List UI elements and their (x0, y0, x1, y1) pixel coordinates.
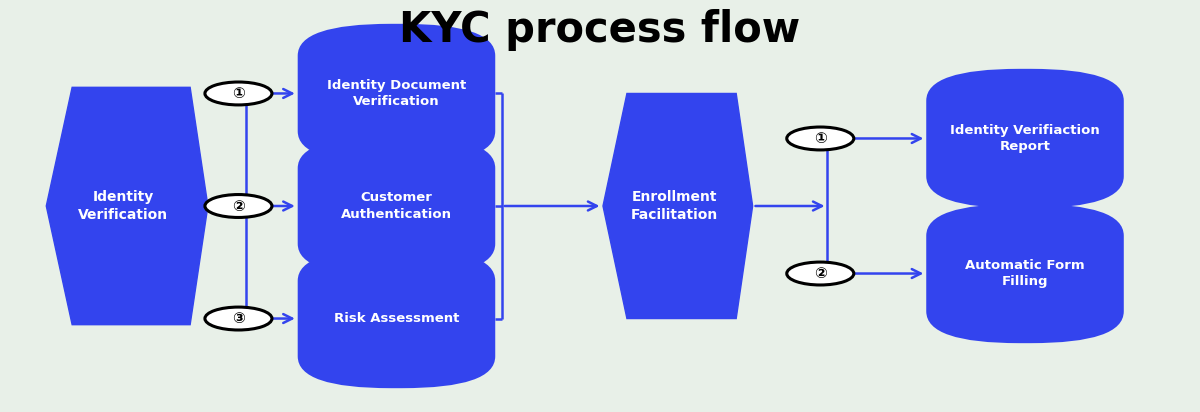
Text: ①: ① (232, 86, 245, 101)
FancyBboxPatch shape (926, 69, 1123, 208)
Text: ③: ③ (232, 311, 245, 326)
Text: ①: ① (814, 131, 827, 146)
Text: Automatic Form
Filling: Automatic Form Filling (965, 259, 1085, 288)
Polygon shape (602, 94, 752, 318)
Circle shape (205, 194, 272, 218)
FancyBboxPatch shape (298, 249, 496, 388)
Circle shape (205, 307, 272, 330)
Circle shape (205, 82, 272, 105)
FancyBboxPatch shape (298, 24, 496, 163)
Text: Risk Assessment: Risk Assessment (334, 312, 460, 325)
Text: KYC process flow: KYC process flow (400, 9, 800, 51)
Text: Identity Verifiaction
Report: Identity Verifiaction Report (950, 124, 1100, 153)
Text: Identity Document
Verification: Identity Document Verification (326, 79, 466, 108)
Text: ②: ② (814, 266, 827, 281)
Circle shape (787, 262, 854, 285)
Text: ②: ② (232, 199, 245, 213)
FancyBboxPatch shape (926, 204, 1123, 343)
Text: Enrollment
Facilitation: Enrollment Facilitation (630, 190, 718, 222)
FancyBboxPatch shape (298, 136, 496, 276)
Circle shape (787, 127, 854, 150)
Text: Identity
Verification: Identity Verification (78, 190, 168, 222)
Polygon shape (47, 87, 208, 325)
Text: Customer
Authentication: Customer Authentication (341, 191, 452, 221)
